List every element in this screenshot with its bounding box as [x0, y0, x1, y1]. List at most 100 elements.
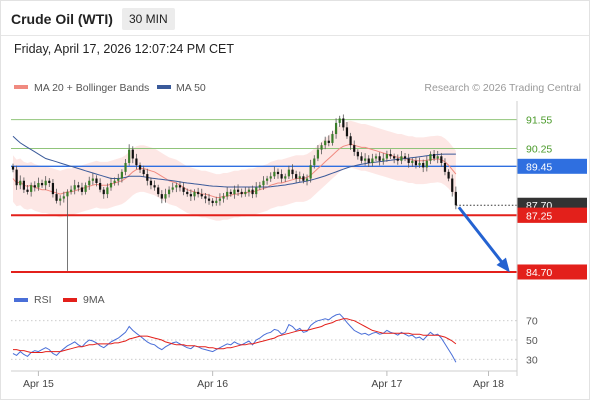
- chart-header: Crude Oil (WTI) 30 MIN: [1, 1, 589, 36]
- candle-body: [334, 122, 338, 135]
- instrument-title: Crude Oil (WTI): [11, 11, 113, 27]
- candle-body: [48, 180, 51, 183]
- candle-body: [22, 180, 25, 190]
- rsi-tick-30: 30: [526, 354, 538, 366]
- candle-body: [51, 182, 55, 195]
- candle-body: [240, 191, 243, 195]
- candle-body: [327, 140, 330, 143]
- level-label-87.25-top: 87.25: [526, 210, 552, 222]
- rsi-ma-legend-swatch: [63, 298, 77, 302]
- candle-body: [418, 162, 421, 166]
- candle-body: [215, 200, 218, 204]
- candle-body: [167, 189, 171, 195]
- candle-body: [269, 176, 272, 179]
- rsi-legend-label: RSI: [34, 294, 52, 306]
- candle-body: [440, 156, 443, 163]
- candle-body: [371, 158, 374, 163]
- candle-body: [40, 182, 44, 186]
- candle-body: [338, 118, 341, 123]
- timeframe-badge[interactable]: 30 MIN: [122, 8, 175, 30]
- credit-text: Research © 2026 Trading Central: [424, 82, 581, 94]
- candle-body: [233, 189, 236, 195]
- candle-body: [389, 154, 392, 157]
- candle-body: [218, 198, 222, 201]
- ma20-legend-label: MA 20 + Bollinger Bands: [34, 82, 149, 94]
- rsi-tick-70: 70: [526, 316, 538, 328]
- candle-body: [295, 174, 298, 179]
- candle-body: [451, 178, 454, 192]
- candle-body: [175, 185, 178, 188]
- candle-body: [178, 185, 182, 188]
- candle-body: [266, 178, 269, 181]
- candle-body: [316, 149, 320, 159]
- candle-body: [258, 185, 261, 188]
- candle-body: [135, 158, 138, 166]
- candle-body: [19, 180, 22, 186]
- candle-body: [15, 169, 18, 186]
- candle-body: [37, 182, 40, 188]
- forecast-arrow-shaft: [457, 206, 510, 271]
- rsi-line: [12, 313, 457, 363]
- candle-body: [171, 187, 174, 190]
- candle-body: [157, 187, 160, 195]
- candle-body: [429, 154, 432, 161]
- ma50-legend-swatch: [157, 85, 171, 89]
- candle-body: [222, 196, 225, 199]
- candle-body: [189, 194, 192, 197]
- level-label-90.25: 90.25: [526, 144, 552, 156]
- candle-body: [102, 189, 105, 195]
- candle-body: [367, 158, 370, 163]
- candle-body: [400, 156, 403, 161]
- candle-body: [146, 174, 149, 181]
- price-legend: MA 20 + Bollinger Bands MA 50 Research ©…: [14, 82, 581, 94]
- candle-body: [236, 189, 240, 192]
- candle-body: [284, 176, 287, 179]
- candle-body: [305, 178, 309, 181]
- candle-body: [88, 180, 91, 186]
- rsi-legend-swatch: [14, 298, 28, 302]
- candle-body: [149, 180, 153, 186]
- level-box-87.25-top: [517, 207, 587, 223]
- candle-body: [95, 178, 98, 183]
- candle-body: [407, 158, 410, 163]
- ma20-legend-swatch: [14, 85, 28, 89]
- time-tick-label: Apr 18: [473, 378, 504, 390]
- candle-body: [291, 169, 294, 175]
- candle-body: [142, 169, 145, 175]
- timestamp: Friday, April 17, 2026 12:07:24 PM CET: [14, 42, 235, 56]
- candle-body: [385, 154, 388, 159]
- candle-body: [454, 191, 457, 206]
- time-tick-label: Apr 16: [197, 378, 228, 390]
- key-levels: [11, 119, 517, 273]
- candle-body: [164, 194, 167, 199]
- candle-body: [80, 187, 84, 192]
- candle-body: [378, 156, 381, 161]
- candle-body: [138, 165, 142, 170]
- forecast-arrow-head: [496, 257, 510, 273]
- candle-body: [262, 180, 265, 186]
- candle-body: [298, 176, 301, 179]
- time-axis: Apr 15 Apr 16 Apr 17 Apr 18: [23, 371, 504, 390]
- candle-body: [411, 160, 414, 163]
- candle-body: [26, 189, 29, 192]
- rsi-ma-legend-label: 9MA: [83, 294, 105, 306]
- candle-body: [382, 158, 385, 161]
- candle-body: [128, 149, 131, 163]
- candle-body: [69, 189, 73, 192]
- candle-body: [244, 191, 247, 195]
- candle-body: [280, 174, 283, 179]
- candle-body: [345, 127, 349, 137]
- candle-body: [106, 187, 109, 195]
- candle-body: [226, 191, 229, 197]
- candle-body: [33, 185, 36, 188]
- candle-body: [360, 156, 363, 161]
- candle-body: [247, 189, 251, 192]
- time-tick-label: Apr 15: [23, 378, 54, 390]
- candle-body: [396, 158, 399, 161]
- candle-body: [11, 166, 15, 170]
- rsi-legend: RSI 9MA: [14, 294, 105, 306]
- bollinger-band-area: [13, 120, 456, 221]
- candle-body: [276, 171, 280, 175]
- candle-body: [117, 178, 120, 181]
